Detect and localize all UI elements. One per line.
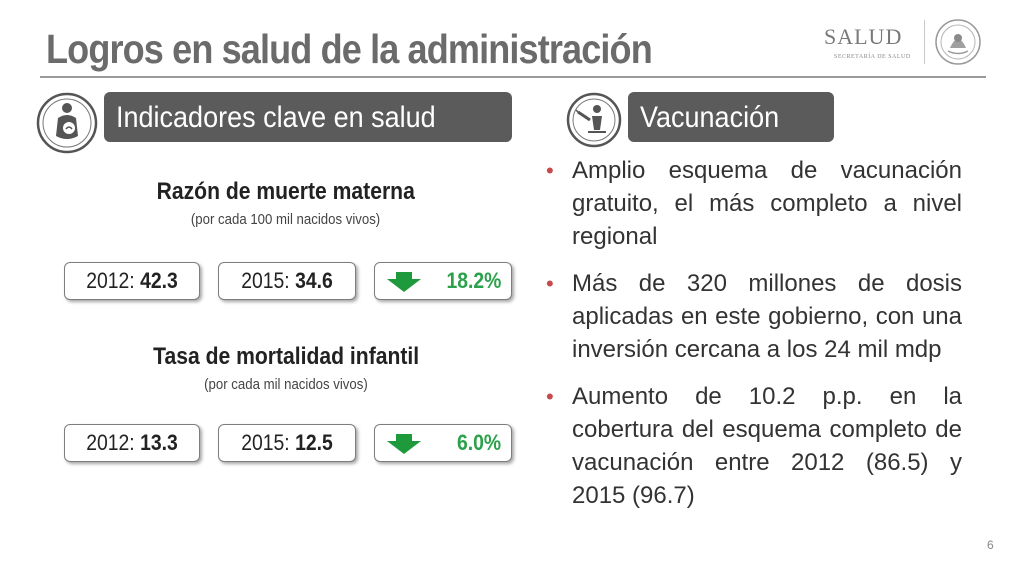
national-seal-icon bbox=[935, 19, 981, 65]
bullet-icon: • bbox=[546, 384, 554, 409]
indicator-change: 18.2% bbox=[374, 262, 512, 300]
list-item: • Amplio esquema de vacunación gratuito,… bbox=[532, 154, 962, 253]
indicators-header: Indicadores clave en salud bbox=[104, 92, 512, 142]
indicator-subtitle: (por cada mil nacidos vivos) bbox=[204, 376, 368, 393]
indicator-value-2012: 2012: 13.3 bbox=[64, 424, 200, 462]
indicator-value-2012: 2012: 42.3 bbox=[64, 262, 200, 300]
bullet-icon: • bbox=[546, 271, 554, 296]
down-arrow-icon bbox=[387, 272, 421, 292]
indicator-title: Razón de muerte materna bbox=[156, 178, 416, 205]
logo-subtitle: SECRETARÍA DE SALUD bbox=[834, 54, 911, 60]
logo-name: SALUD bbox=[824, 24, 903, 49]
title-divider bbox=[40, 76, 986, 78]
vaccination-icon bbox=[566, 92, 622, 148]
indicator-value-2015: 2015: 34.6 bbox=[218, 262, 356, 300]
indicator-title: Tasa de mortalidad infantil bbox=[152, 343, 420, 370]
down-arrow-icon bbox=[387, 434, 421, 454]
list-item: • Aumento de 10.2 p.p. en la cobertura d… bbox=[532, 380, 962, 512]
page-number: 6 bbox=[987, 538, 994, 552]
pregnant-woman-icon bbox=[36, 92, 98, 154]
salud-logo: SALUD SECRETARÍA DE SALUD bbox=[810, 14, 986, 70]
bullet-icon: • bbox=[546, 158, 554, 183]
indicator-change: 6.0% bbox=[374, 424, 512, 462]
slide-title: Logros en salud de la administración bbox=[46, 26, 653, 72]
logo-divider bbox=[924, 20, 925, 64]
list-item: • Más de 320 millones de dosis aplicadas… bbox=[532, 267, 962, 366]
indicator-value-2015: 2015: 12.5 bbox=[218, 424, 356, 462]
vaccination-header: Vacunación bbox=[628, 92, 834, 142]
indicator-subtitle: (por cada 100 mil nacidos vivos) bbox=[191, 211, 381, 228]
vaccination-bullets: • Amplio esquema de vacunación gratuito,… bbox=[532, 154, 962, 526]
